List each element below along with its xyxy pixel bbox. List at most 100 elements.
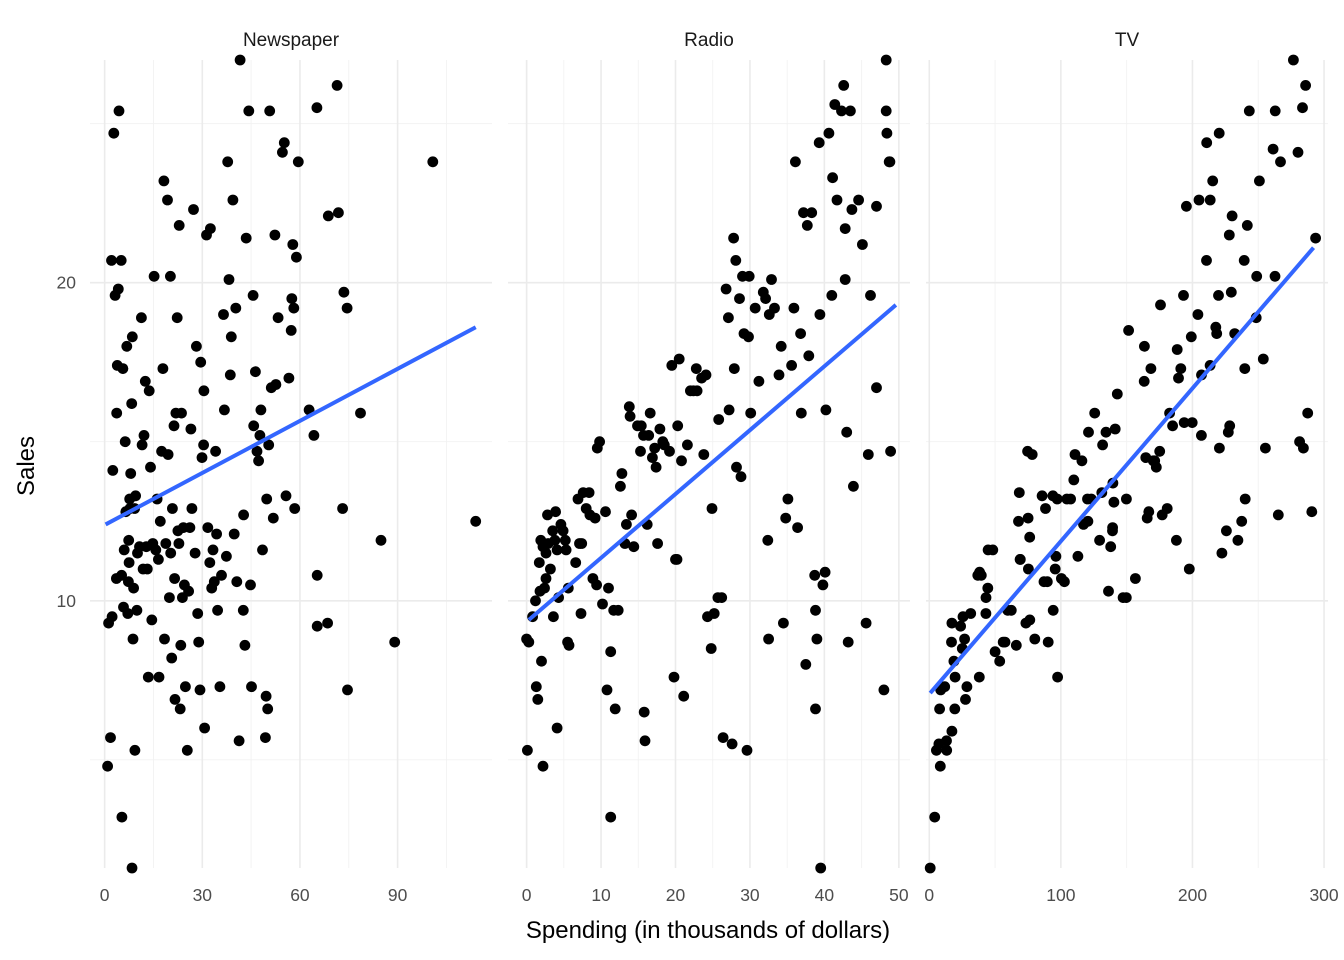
- data-point: [1272, 509, 1284, 521]
- data-point: [819, 566, 831, 578]
- data-point: [831, 194, 843, 206]
- data-point: [638, 706, 650, 718]
- data-point: [723, 312, 734, 324]
- data-point: [1213, 127, 1225, 139]
- data-point: [741, 744, 753, 756]
- data-point: [237, 604, 249, 616]
- data-point: [826, 290, 838, 301]
- data-point: [827, 172, 838, 184]
- data-point: [1065, 493, 1076, 505]
- data-point: [126, 398, 138, 409]
- data-point: [980, 608, 992, 619]
- data-point: [157, 363, 169, 374]
- data-point: [1221, 525, 1232, 537]
- x-tick-label: 60: [290, 885, 310, 905]
- data-point: [113, 105, 125, 117]
- data-point: [668, 671, 680, 683]
- data-point: [836, 105, 847, 117]
- data-point: [150, 544, 162, 556]
- data-point: [131, 604, 143, 616]
- data-point: [1014, 554, 1026, 565]
- data-point: [285, 325, 297, 336]
- y-axis-tick-labels: 10 20: [57, 273, 77, 611]
- data-point: [664, 445, 675, 457]
- data-point: [198, 439, 210, 451]
- data-point: [621, 519, 632, 530]
- data-point: [601, 684, 613, 696]
- data-point: [130, 490, 142, 502]
- data-point: [540, 547, 552, 559]
- data-point: [734, 293, 745, 304]
- data-point: [234, 54, 246, 66]
- data-point: [713, 414, 725, 425]
- data-point: [288, 302, 300, 314]
- data-point: [975, 569, 987, 581]
- data-point: [1161, 503, 1173, 514]
- data-point: [171, 312, 183, 324]
- data-point: [216, 569, 227, 581]
- data-point: [817, 579, 829, 591]
- data-point: [862, 449, 874, 460]
- data-point: [106, 611, 118, 623]
- data-point: [735, 471, 747, 483]
- data-point: [205, 223, 216, 235]
- data-point: [1306, 506, 1318, 518]
- data-point: [1310, 232, 1321, 244]
- data-point: [672, 420, 684, 432]
- y-axis-title: Sales: [13, 436, 40, 496]
- x-axis-title: Spending (in thousands of dollars): [526, 917, 890, 944]
- data-point: [115, 255, 127, 266]
- data-point: [193, 636, 205, 648]
- data-point: [1109, 423, 1121, 435]
- data-point: [654, 423, 666, 435]
- data-point: [128, 582, 140, 594]
- data-point: [723, 404, 735, 416]
- data-point: [1029, 633, 1041, 645]
- data-point: [1108, 496, 1120, 508]
- data-point: [1036, 490, 1048, 502]
- data-point: [257, 544, 268, 556]
- data-point: [211, 528, 223, 540]
- data-point: [218, 309, 229, 320]
- data-point: [1049, 563, 1061, 575]
- data-point: [559, 534, 571, 546]
- data-point: [123, 557, 135, 568]
- data-point: [1139, 340, 1150, 352]
- data-point: [107, 465, 119, 476]
- data-point: [1041, 576, 1053, 588]
- data-point: [1211, 328, 1223, 339]
- data-point: [1089, 407, 1101, 419]
- x-tick-label: 30: [740, 885, 760, 905]
- data-point: [550, 506, 561, 518]
- data-point: [982, 582, 994, 594]
- data-point: [146, 614, 158, 626]
- data-point: [136, 439, 148, 451]
- data-point: [1251, 270, 1263, 282]
- data-point: [183, 585, 195, 597]
- data-point: [233, 735, 245, 747]
- data-point: [212, 604, 224, 616]
- data-point: [267, 512, 279, 524]
- data-point: [189, 547, 201, 559]
- data-point: [139, 375, 151, 387]
- data-point: [1260, 442, 1271, 454]
- data-point: [973, 671, 985, 683]
- data-point: [600, 506, 611, 518]
- data-point: [551, 722, 563, 734]
- data-point: [260, 690, 272, 702]
- data-point: [878, 684, 890, 696]
- data-point: [549, 534, 561, 546]
- data-point: [795, 328, 806, 339]
- data-point: [112, 283, 124, 295]
- data-point: [576, 538, 588, 549]
- data-point: [142, 671, 154, 683]
- data-point: [167, 503, 178, 514]
- data-point: [1005, 604, 1017, 616]
- data-point: [690, 363, 702, 374]
- data-point: [210, 445, 222, 457]
- data-point: [1130, 573, 1141, 584]
- data-point: [539, 582, 550, 594]
- data-point: [1094, 534, 1105, 546]
- data-point: [153, 554, 164, 565]
- data-point: [1254, 175, 1265, 187]
